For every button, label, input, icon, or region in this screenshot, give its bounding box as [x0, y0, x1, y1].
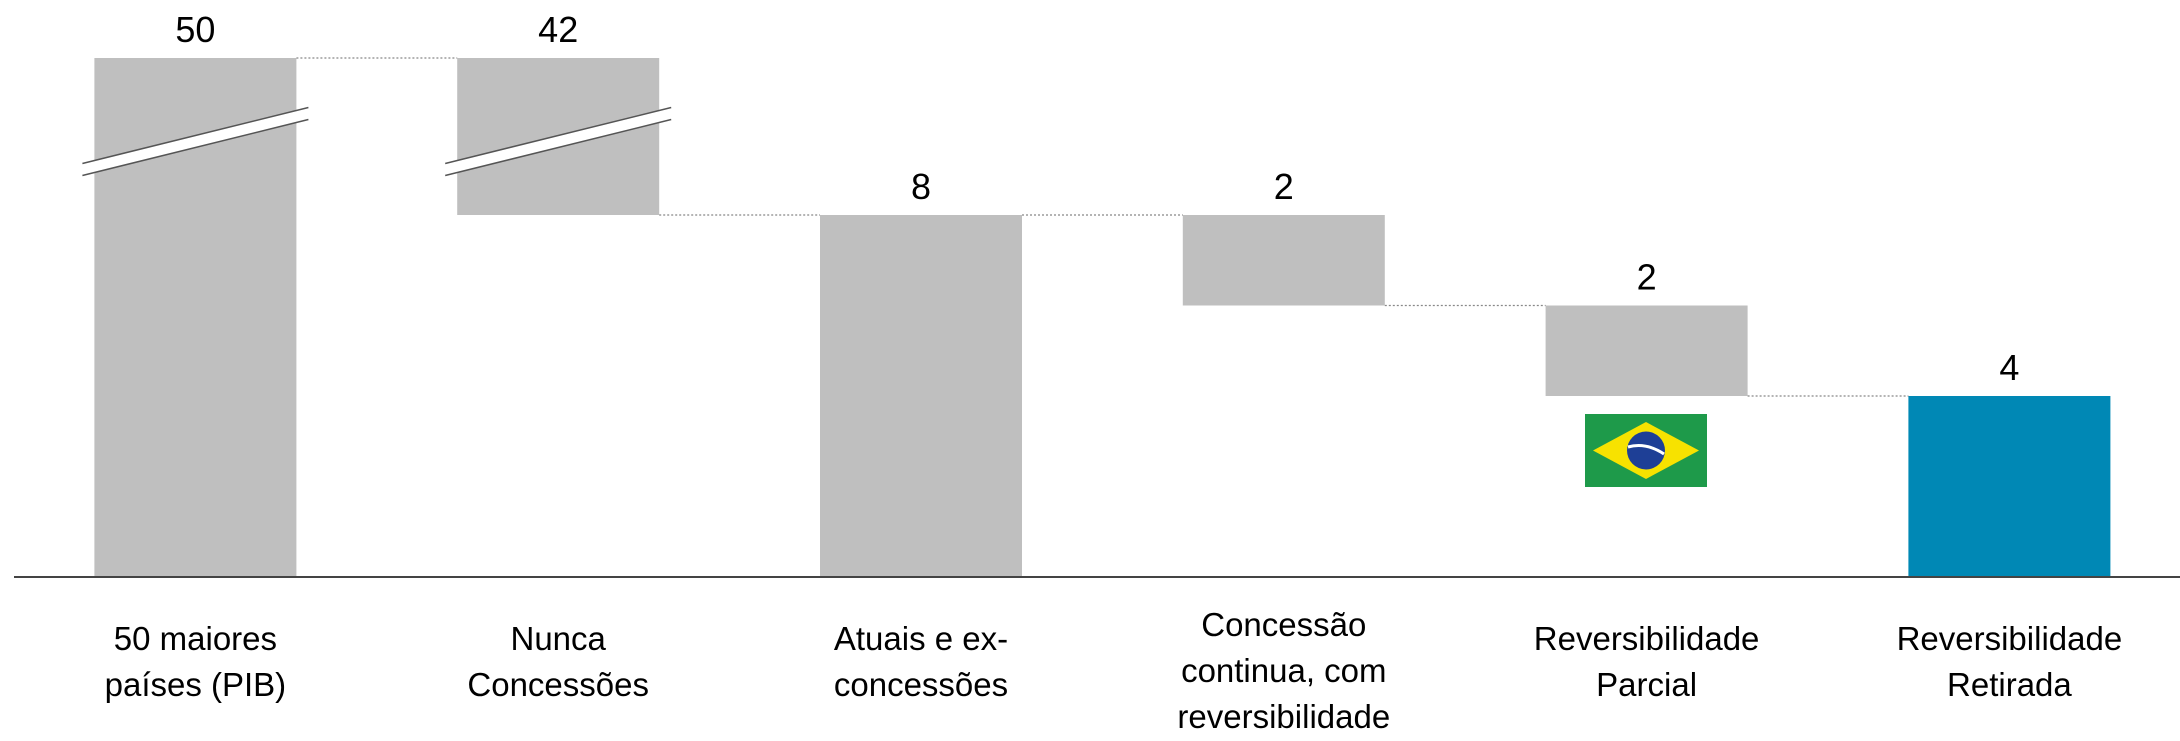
- x-tick-label: países (PIB): [105, 666, 287, 703]
- x-tick-label: continua, com: [1181, 652, 1386, 689]
- flag-globe: [1627, 431, 1665, 470]
- bar: [820, 215, 1022, 577]
- x-tick-label: Concessões: [467, 666, 649, 703]
- x-tick-label: Reversibilidade: [1534, 620, 1760, 657]
- bar: [1182, 215, 1385, 306]
- axis-break-line: [445, 118, 672, 177]
- x-tick-label: Nunca: [511, 620, 607, 657]
- flag-band: [1627, 444, 1665, 456]
- value-label: 2: [1637, 257, 1657, 298]
- x-tick-label: concessões: [834, 666, 1008, 703]
- axis-break-gap: [80, 107, 310, 176]
- x-tick-label: Atuais e ex-: [834, 620, 1008, 657]
- axis-break-line: [82, 106, 309, 165]
- bar: [1545, 305, 1748, 396]
- axis-break-gap: [443, 107, 673, 176]
- bar: [1908, 396, 2111, 577]
- x-tick-label: Reversibilidade: [1897, 620, 2123, 657]
- x-tick-label: 50 maiores: [114, 620, 277, 657]
- value-label: 8: [911, 166, 931, 207]
- x-tick-label: reversibilidade: [1177, 698, 1390, 735]
- brazil-flag: [1585, 414, 1707, 487]
- axis-break-line: [445, 106, 672, 165]
- axis-break-line: [82, 118, 309, 177]
- x-tick-label: Parcial: [1596, 666, 1697, 703]
- x-tick-label: Retirada: [1947, 666, 2072, 703]
- x-tick-label: Concessão: [1201, 606, 1366, 643]
- value-label: 42: [538, 9, 578, 50]
- value-label: 2: [1274, 166, 1294, 207]
- value-label: 50: [175, 9, 215, 50]
- value-label: 4: [1999, 347, 2019, 388]
